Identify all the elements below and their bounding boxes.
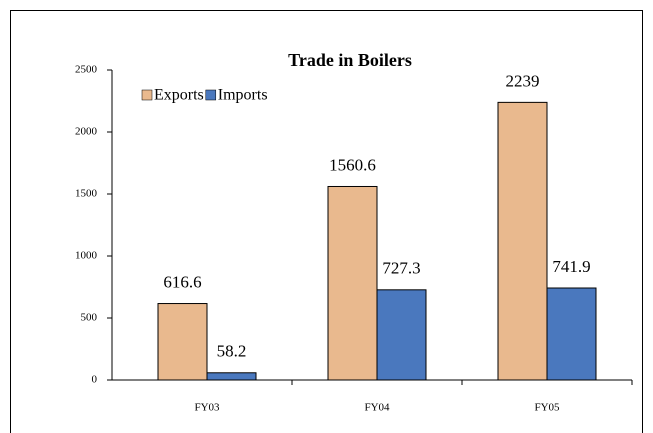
- bar: [327, 185, 378, 381]
- value-label: 2239: [506, 71, 540, 90]
- bar: [497, 101, 548, 381]
- y-tick-label: 1000: [75, 250, 98, 262]
- value-label: 58.2: [217, 342, 247, 361]
- x-tick-label: FY03: [194, 402, 220, 414]
- value-label: 741.9: [552, 257, 590, 276]
- bar: [157, 303, 208, 381]
- y-tick-label: 1500: [75, 188, 98, 200]
- legend-label: Exports: [154, 87, 204, 104]
- legend-swatch: [205, 89, 217, 101]
- chart-title: Trade in Boilers: [288, 50, 412, 70]
- bar: [206, 372, 257, 381]
- x-tick-label: FY05: [534, 402, 560, 414]
- y-tick-label: 2000: [75, 126, 98, 138]
- legend-swatch: [141, 89, 153, 101]
- bar: [546, 287, 597, 381]
- y-tick-label: 500: [81, 312, 98, 324]
- value-label: 616.6: [163, 272, 201, 291]
- x-tick-label: FY04: [364, 402, 390, 414]
- value-label: 727.3: [382, 259, 420, 278]
- legend-label: Imports: [218, 87, 268, 104]
- y-tick-label: 0: [92, 374, 98, 386]
- bar: [376, 289, 427, 381]
- y-tick-label: 2500: [75, 64, 98, 76]
- value-label: 1560.6: [329, 155, 376, 174]
